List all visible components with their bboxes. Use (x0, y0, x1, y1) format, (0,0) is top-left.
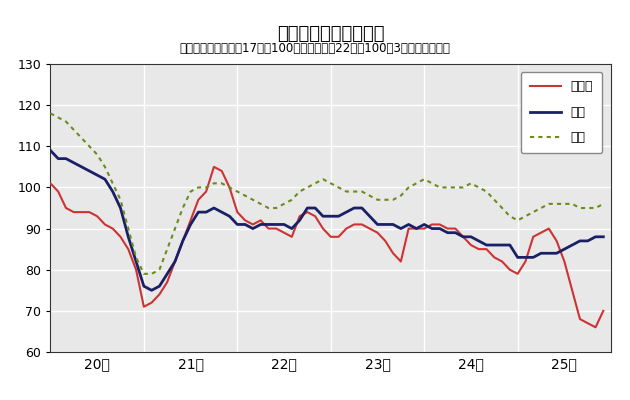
Legend: 鳥取県, 中国, 全国: 鳥取県, 中国, 全国 (521, 72, 602, 153)
Title: 鉱工業生産指数の推移: 鉱工業生産指数の推移 (277, 25, 384, 43)
Text: （季節調整済、平成17年＝100、全国は平成22年＝100、3ヶ月移動平均）: （季節調整済、平成17年＝100、全国は平成22年＝100、3ヶ月移動平均） (180, 42, 450, 55)
